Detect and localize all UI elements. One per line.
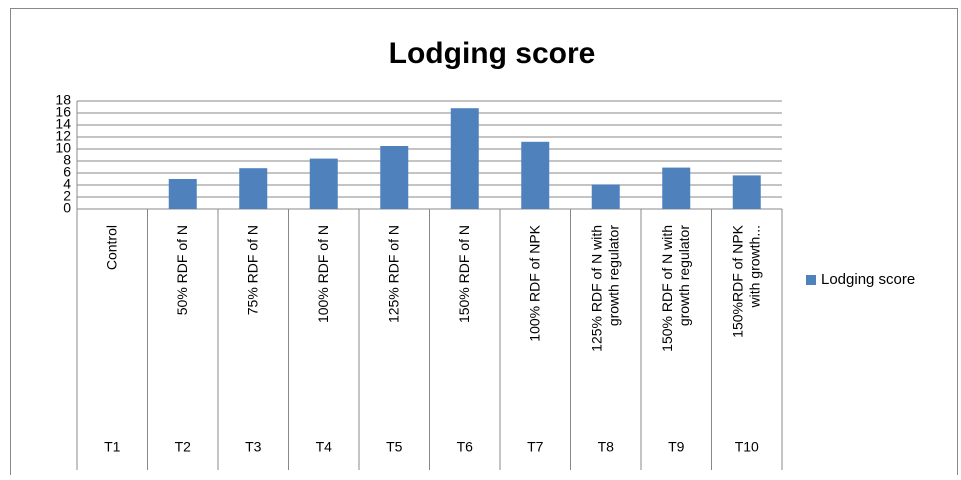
x-tick-label: 150% RDF of N withgrowth regulator [658,225,691,352]
y-tick-label: 2 [63,188,71,204]
bar [662,167,691,209]
bar [239,168,268,209]
x-tick-label: 150% RDF of N [455,225,471,323]
y-tick-label: 14 [55,116,71,132]
group-label: T1 [104,439,121,455]
y-tick-label: 18 [55,92,71,108]
group-label: T6 [457,439,474,455]
y-tick-label: 10 [55,140,71,156]
group-label: T8 [598,439,615,455]
y-tick-label: 6 [63,164,71,180]
x-tick-label: 150%RDF of NPKwith growth... [729,224,762,337]
group-label: T9 [668,439,685,455]
x-tick-label: 100% RDF of N [314,225,330,323]
y-tick-label: 12 [55,128,71,144]
x-tick-label: 125% RDF of N withgrowth regulator [588,225,621,352]
group-label: T10 [735,439,759,455]
bar [450,108,479,209]
x-tick-label: Control [103,225,119,270]
y-tick-label: 4 [63,176,71,192]
bar [591,184,620,209]
x-tick-label: 125% RDF of N [385,225,401,323]
legend-swatch [806,275,816,285]
chart-frame [10,8,958,479]
chart-title: Lodging score [389,37,596,70]
x-tick-label: 100% RDF of NPK [526,224,542,341]
y-tick-label: 16 [55,104,71,120]
x-tick-label: 50% RDF of N [173,225,189,315]
group-label: T3 [245,439,262,455]
bar [732,175,761,209]
group-label: T2 [175,439,192,455]
bar [309,158,338,209]
bar [168,179,197,209]
group-label: T7 [527,439,544,455]
y-tick-label: 0 [63,200,71,216]
legend-label: Lodging score [821,271,915,288]
group-label: T4 [316,439,333,455]
x-tick-label: 75% RDF of N [244,225,260,315]
y-tick-label: 8 [63,152,71,168]
bar [521,141,550,209]
group-label: T5 [386,439,403,455]
bar [380,146,409,209]
